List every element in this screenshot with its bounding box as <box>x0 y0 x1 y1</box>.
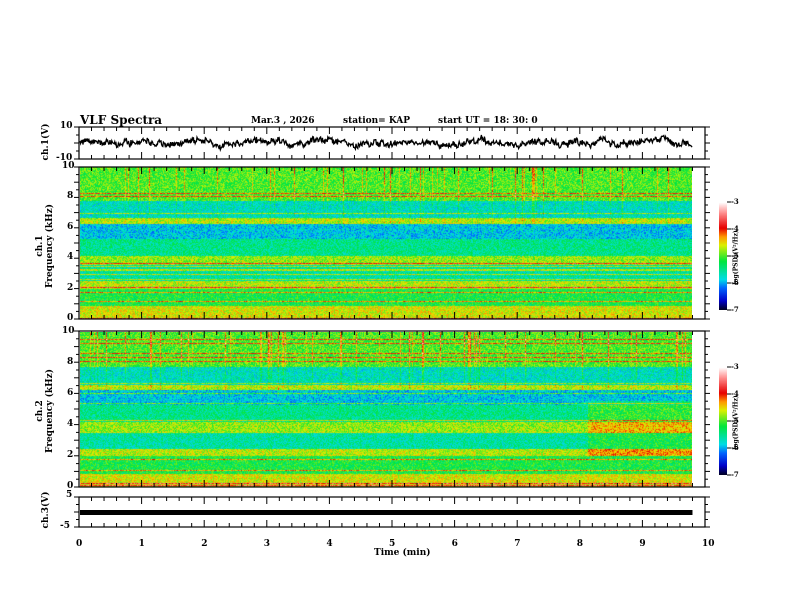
ch2-spectrogram-image <box>80 332 692 487</box>
start-time-label: start UT = 18: 30: 0 <box>438 116 538 126</box>
ch2-spec-ylabel-line1: ch.2 <box>35 400 45 422</box>
ch2-colorbar-tick: -3 <box>731 362 739 371</box>
ch2-colorbar-tick: -6 <box>731 443 739 452</box>
x-tick-label: 8 <box>576 539 584 549</box>
ch1-colorbar-tick: -6 <box>731 278 739 287</box>
ch1-spec-panel-frame <box>78 166 706 320</box>
x-tick-label: 1 <box>138 539 145 549</box>
ch1-spec-ylabel: ch.1 Frequency (kHz) <box>35 196 55 296</box>
ch1-colorbar <box>719 202 727 310</box>
ch1-spec-ytick: 10 <box>62 161 75 171</box>
ch3-ylabel: ch.3(V) <box>41 491 51 529</box>
ch1-spec-ytick: 2 <box>67 282 74 293</box>
ch1-colorbar-tick: -5 <box>731 251 739 260</box>
ch2-spec-ytick: 8 <box>67 357 74 367</box>
x-tick-label: 3 <box>263 539 271 549</box>
ch3-trace <box>80 510 693 515</box>
date-label: Mar.3 , 2026 <box>251 116 315 126</box>
ch1-spec-ytick: 0 <box>67 313 74 323</box>
ch2-colorbar-tick: -7 <box>731 470 739 479</box>
x-tick-label: 6 <box>451 539 458 549</box>
plot-title: VLF Spectra <box>80 113 163 127</box>
ch1-trace <box>79 134 693 153</box>
x-tick-label: 5 <box>389 539 396 549</box>
x-axis-label: Time (min) <box>374 548 431 558</box>
ch2-colorbar-tick: -5 <box>731 416 739 425</box>
ch1-spec-ytick: 4 <box>67 252 74 263</box>
ch1-spectrogram-image <box>80 167 692 319</box>
ch2-spec-ylabel-line2: Frequency (kHz) <box>45 369 55 454</box>
ch1-spec-ytick: 6 <box>67 221 74 232</box>
ch1-spec-ylabel-line2: Frequency (kHz) <box>45 204 55 289</box>
ch3-ytick-top: 5 <box>66 490 73 500</box>
ch1-ylabel: ch.1(V) <box>41 123 51 161</box>
ch1-colorbar-tick: -3 <box>731 197 739 206</box>
ch2-spec-ytick: 10 <box>62 326 75 336</box>
ch2-colorbar <box>719 367 727 475</box>
x-tick-label: 2 <box>201 539 208 549</box>
ch3-ytick-bottom: -5 <box>60 521 70 531</box>
ch1-ytick-bottom: -10 <box>56 153 73 163</box>
ch1-spec-ytick: 8 <box>67 191 74 202</box>
x-tick-label: 9 <box>639 539 646 549</box>
ch2-spec-ylabel: ch.2 Frequency (kHz) <box>35 361 55 461</box>
x-tick-label: 7 <box>514 539 521 549</box>
ch2-spec-ytick: 0 <box>67 481 74 491</box>
ch1-spec-ylabel-line1: ch.1 <box>35 235 45 257</box>
x-tick-label: 4 <box>326 539 333 549</box>
station-label: station= KAP <box>343 116 411 126</box>
x-tick-label: 10 <box>702 539 715 549</box>
ch1-colorbar-label: log(PSD)(V²/Hz) <box>732 230 740 285</box>
ch2-colorbar-tick: -4 <box>731 389 739 398</box>
ch2-spec-ytick: 4 <box>67 419 74 429</box>
ch1-colorbar-tick: -7 <box>731 305 739 314</box>
ch2-spec-ytick: 2 <box>67 450 74 460</box>
ch1-colorbar-tick: -4 <box>731 224 739 233</box>
ch2-spec-ytick: 6 <box>67 388 74 398</box>
ch2-colorbar-label: log(PSD)(V²/Hz) <box>732 395 740 450</box>
x-tick-label: 0 <box>76 539 83 549</box>
ch1-ytick-top: 10 <box>60 121 73 131</box>
ch2-spec-panel-frame <box>78 330 706 488</box>
